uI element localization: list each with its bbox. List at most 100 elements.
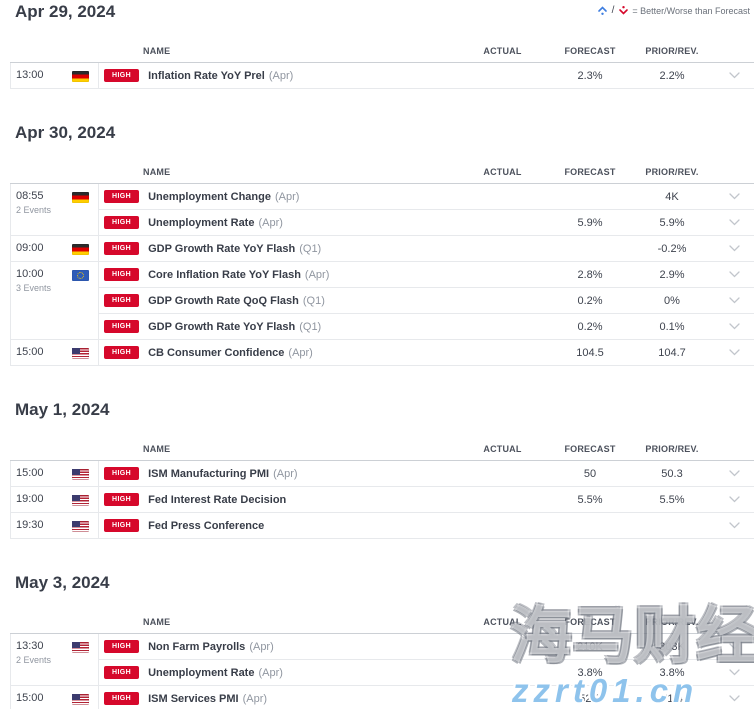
column-header-forecast: FORECAST <box>564 167 616 177</box>
event-row[interactable]: HIGH GDP Growth Rate YoY Flash (Q1) 0.2% 0.1… <box>99 314 754 340</box>
event-time: 10:00 <box>16 268 44 280</box>
column-header-actual: ACTUAL <box>483 167 522 177</box>
event-time: 09:00 <box>16 242 44 254</box>
forecast-value: 5.5% <box>577 493 603 506</box>
expand-row-button[interactable] <box>728 193 740 200</box>
event-row[interactable]: HIGH Fed Interest Rate Decision 5.5% 5.5% <box>99 487 754 513</box>
event-time: 19:00 <box>16 493 44 505</box>
time-cell: 15:00 <box>11 686 99 709</box>
worse-arrow-icon <box>618 5 629 16</box>
prior-value: 0% <box>664 294 680 307</box>
event-group: 10:00 3 Events HIGH Core Inflation Rate YoY… <box>11 262 754 340</box>
event-name-cell: HIGH Inflation Rate YoY Prel (Apr) <box>104 69 455 82</box>
event-row[interactable]: HIGH Unemployment Rate (Apr) 5.9% 5.9% <box>99 210 754 236</box>
event-name-cell: HIGH GDP Growth Rate YoY Flash (Q1) <box>104 242 455 255</box>
event-name-cell: HIGH GDP Growth Rate QoQ Flash (Q1) <box>104 294 455 307</box>
expand-cell <box>714 349 754 356</box>
time-block: 15:00 <box>16 467 44 480</box>
column-header-actual: ACTUAL <box>483 444 522 454</box>
event-period: (Apr) <box>258 216 283 229</box>
expand-cell <box>714 470 754 477</box>
event-row[interactable]: HIGH Unemployment Change (Apr) 4K <box>99 184 754 210</box>
event-time: 15:00 <box>16 467 44 479</box>
better-arrow-icon <box>597 5 608 16</box>
event-rows: HIGH Inflation Rate YoY Prel (Apr) 2.3% 2.2% <box>99 63 754 89</box>
event-name: Fed Interest Rate Decision <box>148 493 287 506</box>
prior-value: 4K <box>665 190 679 203</box>
forecast-value: 52.3 <box>579 692 601 705</box>
forecast-value: 2.3% <box>577 69 603 82</box>
event-group: 15:00 HIGH CB Consumer Confidence (Apr) 104.… <box>11 340 754 366</box>
flag-eu-icon <box>72 270 89 281</box>
event-name: GDP Growth Rate YoY Flash <box>148 320 296 333</box>
event-rows: HIGH Unemployment Change (Apr) 4K HIGH Unempl… <box>99 184 754 236</box>
event-name-cell: HIGH Unemployment Change (Apr) <box>104 190 455 203</box>
event-row[interactable]: HIGH Unemployment Rate (Apr) 3.8% 3.8% <box>99 660 754 686</box>
expand-row-button[interactable] <box>728 470 740 477</box>
events-count-note: 2 Events <box>16 205 52 215</box>
impact-high-badge: HIGH <box>104 640 140 653</box>
event-time: 15:00 <box>16 692 44 704</box>
expand-cell <box>714 271 754 278</box>
column-header-forecast: FORECAST <box>564 617 616 627</box>
event-rows: HIGH GDP Growth Rate YoY Flash (Q1) -0.2% <box>99 236 754 262</box>
date-heading: May 3, 2024 <box>15 573 110 592</box>
prior-value: 3.8% <box>659 666 685 679</box>
date-section: Apr 30, 2024 NAME ACTUAL FORECAST PRIOR/REV.… <box>0 123 754 366</box>
column-header-name: NAME <box>143 167 171 177</box>
time-cell: 10:00 3 Events <box>11 262 99 340</box>
event-rows: HIGH CB Consumer Confidence (Apr) 104.5 104.… <box>99 340 754 366</box>
impact-high-badge: HIGH <box>104 346 140 359</box>
date-heading: Apr 30, 2024 <box>15 123 116 142</box>
expand-row-button[interactable] <box>728 695 740 702</box>
prior-value: 303K <box>659 640 685 653</box>
event-row[interactable]: HIGH Fed Press Conference <box>99 513 754 539</box>
expand-row-button[interactable] <box>728 72 740 79</box>
event-row[interactable]: HIGH Non Farm Payrolls (Apr) 210K 303K <box>99 634 754 660</box>
impact-high-badge: HIGH <box>104 493 140 506</box>
flag-us-icon <box>72 348 89 359</box>
event-row[interactable]: HIGH ISM Services PMI (Apr) 52.3 51.4 <box>99 686 754 709</box>
flag-us-icon <box>72 642 89 653</box>
expand-row-button[interactable] <box>728 496 740 503</box>
forecast-value: 5.9% <box>577 216 603 229</box>
date-section: Apr 29, 2024 NAME ACTUAL FORECAST PRIOR/REV.… <box>0 2 754 89</box>
expand-row-button[interactable] <box>728 669 740 676</box>
impact-high-badge: HIGH <box>104 69 140 82</box>
expand-row-button[interactable] <box>728 219 740 226</box>
table-body: 15:00 HIGH ISM Manufacturing PMI (Apr) 50 50.… <box>10 461 754 539</box>
column-header-forecast: FORECAST <box>564 444 616 454</box>
event-row[interactable]: HIGH CB Consumer Confidence (Apr) 104.5 104.… <box>99 340 754 366</box>
event-period: (Apr) <box>304 268 330 281</box>
expand-row-button[interactable] <box>728 271 740 278</box>
impact-high-badge: HIGH <box>104 467 140 480</box>
event-row[interactable]: HIGH Inflation Rate YoY Prel (Apr) 2.3% 2.2% <box>99 63 754 89</box>
expand-row-button[interactable] <box>728 349 740 356</box>
event-rows: HIGH Fed Interest Rate Decision 5.5% 5.5% <box>99 487 754 513</box>
expand-row-button[interactable] <box>728 323 740 330</box>
event-name: Unemployment Rate <box>148 666 255 679</box>
event-rows: HIGH ISM Manufacturing PMI (Apr) 50 50.3 <box>99 461 754 487</box>
expand-row-button[interactable] <box>728 245 740 252</box>
event-name: Inflation Rate YoY Prel <box>148 69 265 82</box>
time-block: 08:55 2 Events <box>16 190 51 215</box>
legend-text: = Better/Worse than Forecast <box>632 5 750 16</box>
event-row[interactable]: HIGH GDP Growth Rate YoY Flash (Q1) -0.2% <box>99 236 754 262</box>
impact-high-badge: HIGH <box>104 666 140 679</box>
event-period: (Apr) <box>268 69 294 82</box>
event-row[interactable]: HIGH ISM Manufacturing PMI (Apr) 50 50.3 <box>99 461 754 487</box>
expand-row-button[interactable] <box>728 297 740 304</box>
expand-row-button[interactable] <box>728 643 740 650</box>
event-row[interactable]: HIGH GDP Growth Rate QoQ Flash (Q1) 0.2% 0% <box>99 288 754 314</box>
column-header-prior: PRIOR/REV. <box>645 444 699 454</box>
event-time: 15:00 <box>16 346 44 358</box>
expand-row-button[interactable] <box>728 522 740 529</box>
expand-cell <box>714 245 754 252</box>
event-row[interactable]: HIGH Core Inflation Rate YoY Flash (Apr) 2.… <box>99 262 754 288</box>
impact-high-badge: HIGH <box>104 692 140 705</box>
table-header-row: NAME ACTUAL FORECAST PRIOR/REV. <box>10 167 754 184</box>
event-time: 19:30 <box>16 519 44 531</box>
column-header-prior: PRIOR/REV. <box>645 167 699 177</box>
impact-high-badge: HIGH <box>104 268 140 281</box>
